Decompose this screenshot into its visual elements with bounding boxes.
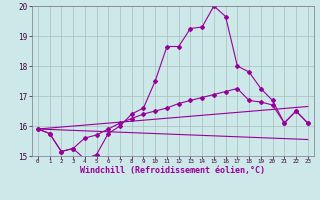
X-axis label: Windchill (Refroidissement éolien,°C): Windchill (Refroidissement éolien,°C)	[80, 166, 265, 175]
